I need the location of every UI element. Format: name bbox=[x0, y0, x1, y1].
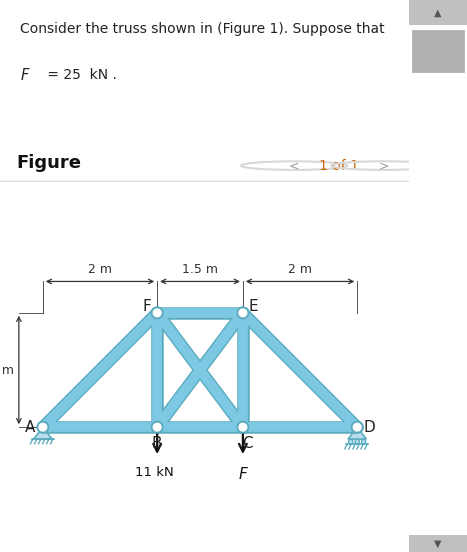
Circle shape bbox=[153, 423, 161, 431]
Text: ▼: ▼ bbox=[434, 539, 442, 549]
Text: E: E bbox=[248, 299, 258, 314]
Text: 2 m: 2 m bbox=[0, 364, 14, 376]
Text: Figure: Figure bbox=[16, 154, 81, 172]
Circle shape bbox=[237, 307, 248, 319]
Text: Consider the truss shown in (Figure 1). Suppose that: Consider the truss shown in (Figure 1). … bbox=[21, 22, 385, 36]
Circle shape bbox=[153, 309, 161, 317]
Text: B: B bbox=[152, 436, 163, 450]
FancyBboxPatch shape bbox=[409, 0, 467, 25]
Polygon shape bbox=[34, 427, 52, 439]
Text: F: F bbox=[21, 68, 29, 83]
Text: 1.5 m: 1.5 m bbox=[182, 263, 218, 277]
Text: 11 kN: 11 kN bbox=[135, 466, 174, 479]
Text: 2 m: 2 m bbox=[88, 263, 112, 277]
Text: <: < bbox=[289, 159, 299, 172]
Circle shape bbox=[355, 439, 360, 444]
Circle shape bbox=[237, 421, 248, 433]
Text: ▲: ▲ bbox=[434, 8, 442, 18]
Text: A: A bbox=[25, 420, 35, 434]
Circle shape bbox=[349, 439, 353, 444]
Circle shape bbox=[37, 421, 49, 433]
Circle shape bbox=[351, 421, 363, 433]
FancyBboxPatch shape bbox=[411, 30, 464, 72]
FancyBboxPatch shape bbox=[409, 535, 467, 552]
Polygon shape bbox=[348, 427, 366, 439]
Text: = 25  kN .: = 25 kN . bbox=[43, 68, 117, 82]
Text: F: F bbox=[239, 467, 247, 482]
Circle shape bbox=[239, 309, 247, 317]
Text: C: C bbox=[242, 436, 253, 450]
Circle shape bbox=[151, 307, 163, 319]
Circle shape bbox=[151, 421, 163, 433]
Circle shape bbox=[354, 423, 361, 431]
Circle shape bbox=[361, 439, 366, 444]
Text: F: F bbox=[142, 299, 151, 314]
Circle shape bbox=[39, 423, 47, 431]
Text: >: > bbox=[379, 159, 389, 172]
Text: 1 of 1: 1 of 1 bbox=[319, 158, 359, 173]
Text: D: D bbox=[364, 420, 375, 434]
Text: 2 m: 2 m bbox=[288, 263, 312, 277]
Circle shape bbox=[239, 423, 247, 431]
